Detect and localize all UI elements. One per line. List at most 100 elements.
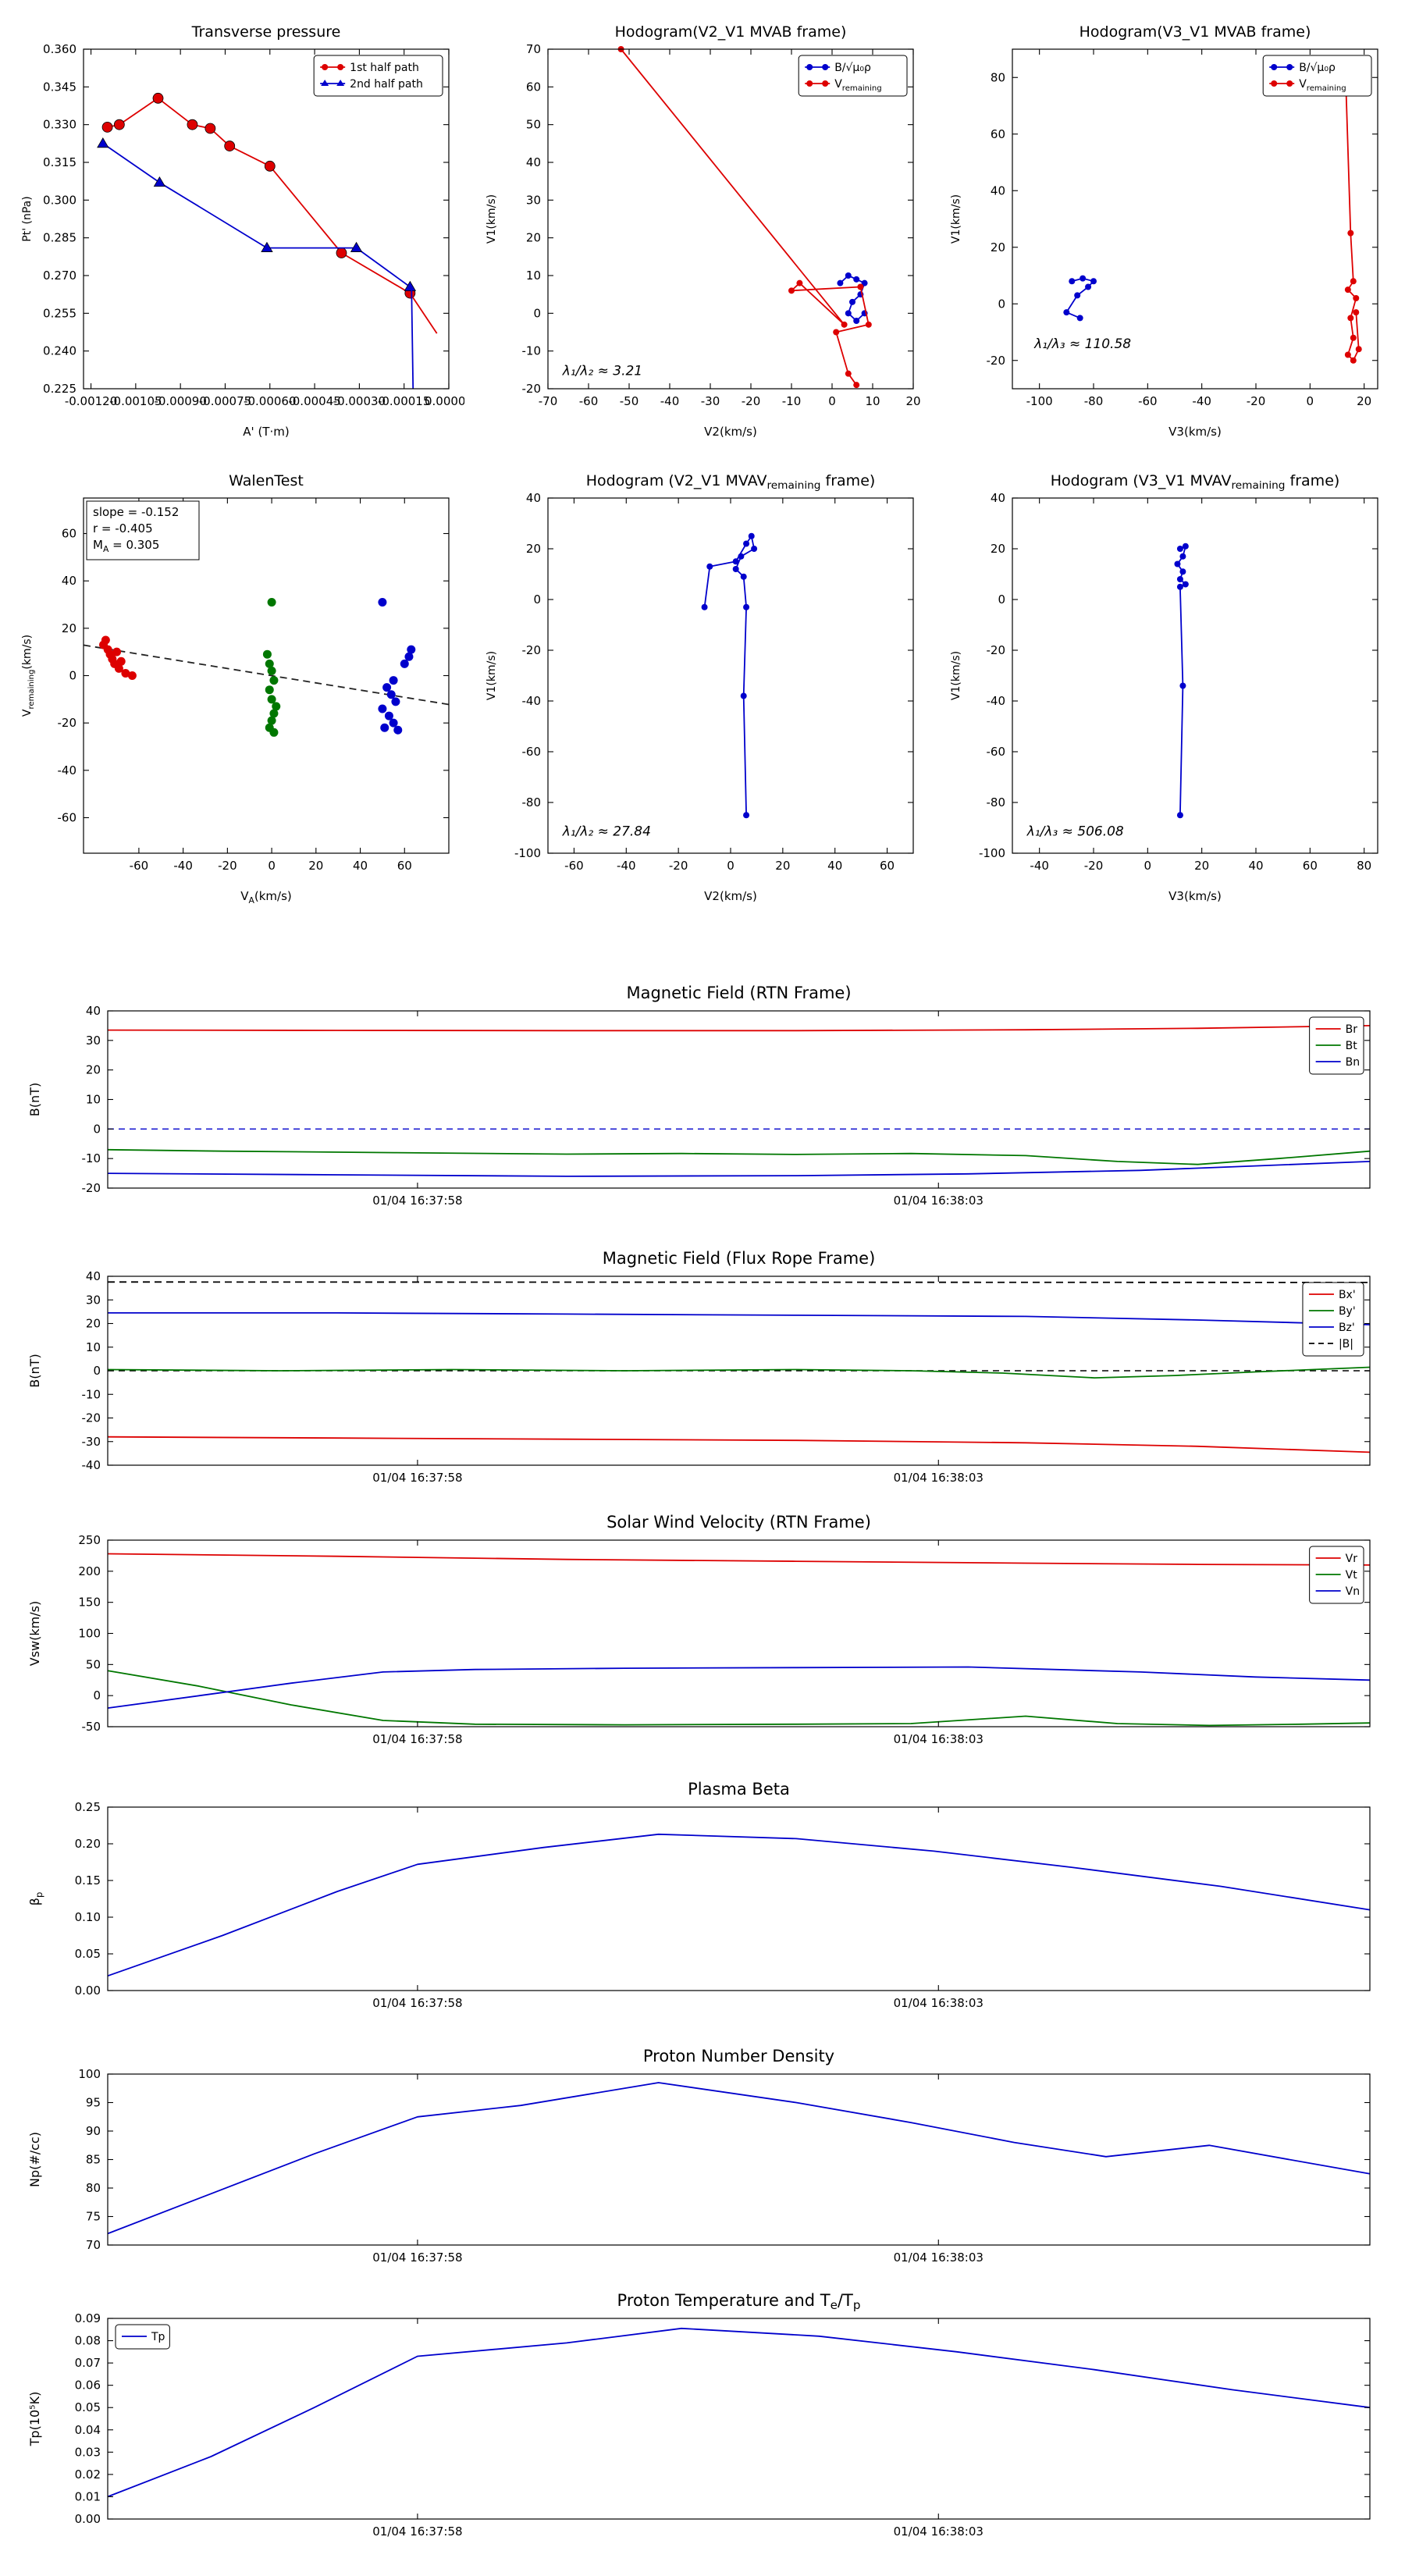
magnetic-field-flux-rope-series-Bz <box>108 1312 1371 1325</box>
tick-label: -0.00090 <box>154 394 206 408</box>
marker <box>1182 543 1189 550</box>
tick-label: 40 <box>62 574 76 588</box>
tick-label: -20 <box>1084 859 1104 873</box>
tick-label: 10 <box>865 394 880 408</box>
marker <box>822 80 829 87</box>
marker <box>382 683 392 692</box>
legend-label: 1st half path <box>350 62 419 74</box>
chart-title: Magnetic Field (RTN Frame) <box>626 984 851 1002</box>
marker <box>1347 315 1354 322</box>
annotation: λ₁/λ₂ ≈ 3.21 <box>562 364 642 379</box>
tick-label: -80 <box>987 795 1006 809</box>
marker <box>748 532 755 539</box>
series-line <box>1176 545 1186 816</box>
marker <box>706 563 713 570</box>
series-line <box>108 1312 1371 1325</box>
textbox-line: slope = -0.152 <box>93 505 179 519</box>
hodogram-v2v1-mvav-svg: -60 -40 -20 0 20 40 60 -100 -80 -60 -40 -20 0 20 40 Hod… <box>486 472 914 903</box>
hodogram-v2v1-mvav-series-V-remaining <box>701 532 758 819</box>
tick-label: 0.270 <box>43 269 76 283</box>
marker <box>265 685 274 695</box>
chart-title: WalenTest <box>229 472 304 489</box>
tick-label: 10 <box>526 269 541 283</box>
marker <box>267 597 276 607</box>
marker <box>400 659 409 668</box>
legend-label: Br <box>1346 1023 1358 1036</box>
y-axis: -20 0 20 40 60 80 <box>987 70 1378 368</box>
solar-wind-velocity-series-Vr <box>107 1553 1371 1566</box>
tick-label: 10 <box>86 1340 101 1354</box>
marker <box>389 718 398 728</box>
annotation: λ₁/λ₃ ≈ 506.08 <box>1026 824 1124 839</box>
series-line <box>409 293 438 334</box>
legend-label: Vr <box>1346 1553 1358 1565</box>
proton-number-density-series-Np <box>107 2082 1371 2235</box>
y-axis: -100 -80 -60 -40 -20 0 20 40 <box>514 491 913 860</box>
solar-wind-velocity-svg: 01/04 16:37:58 01/04 16:38:03 -50 0 50 100 150… <box>27 1513 1371 1746</box>
tick-label: 40 <box>991 183 1005 197</box>
hodogram-v3v1-mvab-series-B-alfven <box>1063 275 1097 322</box>
tick-label: 40 <box>827 859 842 873</box>
series-line <box>107 1161 1371 1177</box>
tick-label: -40 <box>173 859 193 873</box>
marker <box>740 573 747 580</box>
marker <box>261 241 273 252</box>
axes-frame <box>1012 497 1378 854</box>
magnetic-field-rtn-legend: Br Bt Bn <box>1309 1016 1364 1075</box>
x-axis-label: V2(km/s) <box>704 425 757 439</box>
tick-label: -20 <box>669 859 688 873</box>
tick-label: 20 <box>86 1317 101 1331</box>
tick-label: -10 <box>82 1151 101 1165</box>
marker <box>751 546 758 552</box>
tick-label: -20 <box>742 394 761 408</box>
tick-label: 60 <box>991 127 1005 141</box>
marker <box>806 64 813 70</box>
series-line <box>107 1670 1371 1727</box>
x-axis-label: V2(km/s) <box>704 889 757 903</box>
tick-label: -40 <box>660 394 680 408</box>
marker <box>404 652 414 661</box>
tick-label: 01/04 16:37:58 <box>372 2250 462 2265</box>
tick-label: 01/04 16:38:03 <box>894 2250 984 2265</box>
tick-label: -60 <box>130 859 149 873</box>
y-axis-label: V1(km/s) <box>950 194 962 244</box>
tick-label: 80 <box>86 2181 101 2195</box>
marker <box>1350 334 1357 341</box>
tick-label: 0.05 <box>75 2400 101 2414</box>
tick-label: -0.00075 <box>199 394 251 408</box>
marker <box>187 119 198 130</box>
legend-label: Vremaining <box>1299 78 1346 93</box>
tick-label: 0.20 <box>75 1837 101 1851</box>
panel-solar-wind-velocity: 01/04 16:37:58 01/04 16:38:03 -50 0 50 100 150… <box>16 1505 1389 1772</box>
tick-label: 0 <box>998 297 1005 311</box>
tick-label: 150 <box>78 1596 101 1610</box>
tick-label: -20 <box>987 643 1006 657</box>
tick-label: 0 <box>533 592 541 607</box>
marker <box>393 725 403 735</box>
tick-label: 20 <box>526 542 541 556</box>
tick-label: -40 <box>522 694 542 708</box>
marker <box>732 558 739 565</box>
tick-label: 20 <box>526 231 541 245</box>
marker <box>389 676 398 685</box>
magnetic-field-flux-rope-svg: 01/04 16:37:58 01/04 16:38:03 -40 -30 -20 -10… <box>27 1249 1371 1485</box>
panel-plasma-beta: 01/04 16:37:58 01/04 16:38:03 0.00 0.05 0.10… <box>16 1772 1389 2036</box>
marker <box>845 272 852 279</box>
tick-label: 30 <box>86 1034 101 1048</box>
tick-label: 01/04 16:38:03 <box>894 1194 984 1208</box>
transverse-pressure-series-2nd-half-tail <box>411 286 414 390</box>
tick-label: -80 <box>522 795 542 809</box>
tick-label: 0.360 <box>43 42 76 56</box>
x-axis-label: V3(km/s) <box>1168 889 1222 903</box>
tick-label: -50 <box>620 394 639 408</box>
marker <box>112 647 122 656</box>
marker <box>1353 295 1360 301</box>
tick-label: -0.00030 <box>333 394 386 408</box>
marker <box>269 709 279 718</box>
panel-proton-number-density: 01/04 16:37:58 01/04 16:38:03 70 75 80 85 90 95… <box>16 2039 1389 2290</box>
tick-label: -50 <box>82 1720 101 1734</box>
marker <box>113 119 125 130</box>
textbox-line: r = -0.405 <box>93 521 153 535</box>
transverse-pressure-series-1st-half-tail <box>409 293 438 334</box>
series-line <box>703 535 756 816</box>
